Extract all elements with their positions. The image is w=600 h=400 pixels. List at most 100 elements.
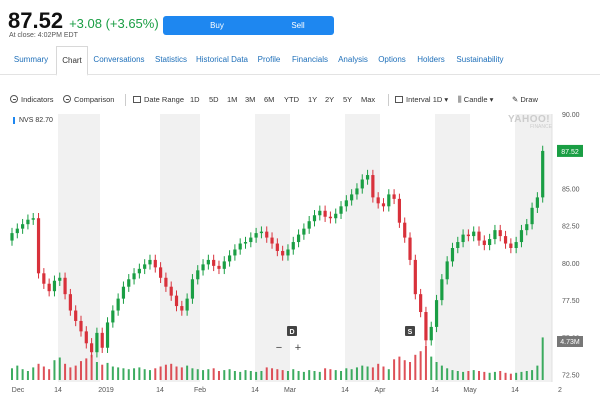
candle-body[interactable] [302,228,306,235]
candle-body[interactable] [180,306,184,311]
range-5d[interactable]: 5D [209,95,219,104]
candle-body[interactable] [174,295,179,307]
range-2y[interactable]: 2Y [325,95,335,104]
candle-body[interactable] [408,237,412,260]
candle-body[interactable] [482,240,486,246]
candle-body[interactable] [450,248,455,262]
candle-body[interactable] [429,326,433,341]
candle-body[interactable] [503,236,508,244]
candle-body[interactable] [10,233,14,241]
candle-body[interactable] [371,175,375,198]
candle-body[interactable] [137,268,141,274]
candle-body[interactable] [323,210,327,217]
draw-button[interactable]: ✎ Draw [512,93,538,107]
buy-button[interactable]: Buy [163,16,271,35]
range-ytd[interactable]: YTD [284,95,299,104]
candle-body[interactable] [68,294,72,311]
candle-body[interactable] [164,277,168,287]
tab-profile[interactable]: Profile [257,55,281,64]
candle-body[interactable] [31,218,35,220]
candle-body[interactable] [387,194,391,207]
chart-type-dropdown[interactable]: ⫼ Candle ▾ [458,93,493,107]
candle-body[interactable] [514,242,518,248]
candle-body[interactable] [116,298,120,311]
candle-body[interactable] [461,234,465,243]
candle-body[interactable] [58,277,62,281]
candle-body[interactable] [15,228,19,234]
candle-body[interactable] [350,194,354,201]
candle-body[interactable] [376,197,380,204]
candle-body[interactable] [47,283,51,292]
candle-body[interactable] [169,286,173,296]
candle-body[interactable] [270,237,274,244]
candle-body[interactable] [100,332,104,348]
candle-body[interactable] [541,150,545,198]
candle-body[interactable] [132,273,136,280]
candle-body[interactable] [21,224,25,229]
candle-body[interactable] [530,207,534,225]
candle-body[interactable] [307,221,311,229]
candle-body[interactable] [440,279,444,301]
tab-historical-data[interactable]: Historical Data [195,55,248,64]
candle-body[interactable] [121,286,126,299]
candle-body[interactable] [519,230,524,243]
zoom-in-button[interactable]: + [295,342,301,354]
range-3m[interactable]: 3M [245,95,256,104]
tab-options[interactable]: Options [378,55,406,64]
interval-dropdown[interactable]: Interval 1D ▾ [395,93,448,107]
candle-body[interactable] [158,267,163,278]
candle-body[interactable] [312,215,317,222]
split-marker[interactable] [405,326,415,336]
candle-body[interactable] [509,243,513,248]
candle-body[interactable] [26,219,30,225]
candle-body[interactable] [74,310,78,321]
candle-body[interactable] [445,261,449,280]
candle-body[interactable] [488,239,492,246]
candle-body[interactable] [419,294,423,313]
candle-body[interactable] [525,224,529,231]
dividend-marker[interactable] [287,326,297,336]
tab-financials[interactable]: Financials [291,55,328,64]
candle-body[interactable] [296,234,301,243]
candle-body[interactable] [360,179,364,189]
candle-body[interactable] [36,218,41,274]
zoom-out-button[interactable]: − [276,342,282,354]
candle-body[interactable] [339,206,343,214]
candle-body[interactable] [392,194,396,199]
candle-body[interactable] [413,259,417,295]
candle-body[interactable] [222,261,226,269]
candle-body[interactable] [456,242,460,248]
candle-body[interactable] [143,264,147,269]
candle-body[interactable] [259,231,264,234]
candle-body[interactable] [265,231,269,238]
candle-body[interactable] [52,280,57,292]
candle-body[interactable] [365,175,370,180]
tab-statistics[interactable]: Statistics [154,55,187,64]
candle-body[interactable] [424,312,428,341]
candle-body[interactable] [275,243,279,251]
candle-body[interactable] [291,242,295,250]
candle-body[interactable] [472,231,476,237]
candle-body[interactable] [397,198,402,223]
candle-body[interactable] [286,249,290,256]
range-1y[interactable]: 1Y [308,95,318,104]
range-5y[interactable]: 5Y [343,95,353,104]
candle-body[interactable] [84,331,88,344]
candle-body[interactable] [196,270,200,280]
candle-body[interactable] [105,322,110,348]
candle-body[interactable] [535,197,539,208]
candle-body[interactable] [148,259,152,265]
candle-body[interactable] [190,279,195,299]
date-range-button[interactable]: Date Range [133,93,184,107]
candle-body[interactable] [233,249,237,256]
candle-body[interactable] [111,310,115,323]
range-1m[interactable]: 1M [227,95,238,104]
candle-body[interactable] [381,203,386,207]
candle-body[interactable] [466,234,470,237]
candle-body[interactable] [79,320,83,332]
candle-body[interactable] [328,216,333,219]
indicators-button[interactable]: Indicators [10,93,54,107]
tab-holders[interactable]: Holders [417,55,445,64]
tab-chart[interactable]: Chart [56,46,88,76]
candle-body[interactable] [498,230,502,237]
